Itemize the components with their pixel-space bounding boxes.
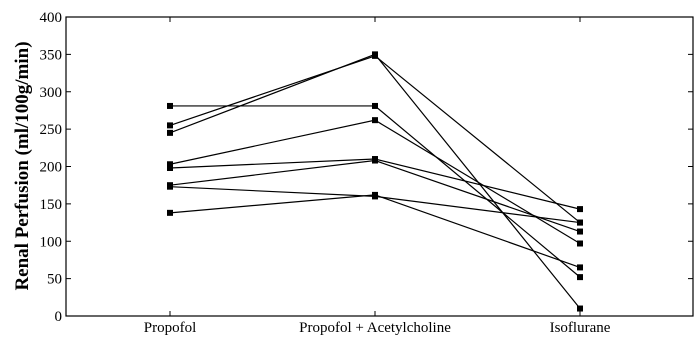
y-tick-label: 200 bbox=[40, 160, 63, 176]
series-line-1 bbox=[170, 105, 581, 278]
y-axis-label: Renal Perfusion (ml/100g/min) bbox=[12, 41, 33, 290]
series-line-4 bbox=[169, 119, 581, 245]
series-line-3 bbox=[169, 53, 581, 309]
data-point-3-2 bbox=[372, 51, 378, 58]
series-markers bbox=[167, 51, 583, 312]
data-point-7-3 bbox=[577, 219, 583, 226]
y-tick-label: 400 bbox=[40, 10, 63, 26]
y-tick-label: 0 bbox=[55, 309, 63, 325]
series-line-8 bbox=[169, 194, 581, 268]
series-lines bbox=[169, 53, 581, 309]
data-point-7-1 bbox=[167, 183, 173, 190]
data-point-6-2 bbox=[372, 157, 378, 164]
y-tick-label: 300 bbox=[40, 85, 63, 101]
y-tick-label: 50 bbox=[47, 272, 62, 288]
data-point-6-3 bbox=[577, 228, 583, 235]
y-axis: 0 50 100 150 200 250 300 350 400 bbox=[40, 10, 693, 325]
data-point-4-2 bbox=[372, 117, 378, 124]
data-point-3-3 bbox=[577, 305, 583, 312]
data-point-4-3 bbox=[577, 240, 583, 247]
x-tick-label: Propofol bbox=[144, 320, 197, 335]
y-tick-label: 150 bbox=[40, 197, 63, 213]
data-point-8-1 bbox=[167, 209, 173, 216]
data-point-1-3 bbox=[577, 274, 583, 281]
x-axis: Propofol Propofol + Acetylcholine Isoflura… bbox=[144, 17, 611, 336]
data-point-8-3 bbox=[577, 264, 583, 271]
data-point-5-3 bbox=[577, 206, 583, 213]
data-point-4-1 bbox=[167, 161, 173, 168]
x-tick-label: Propofol + Acetylcholine bbox=[299, 320, 451, 335]
data-point-8-2 bbox=[372, 191, 378, 198]
data-point-1-2 bbox=[372, 102, 378, 109]
data-point-5-1 bbox=[167, 164, 173, 171]
x-tick-label: Isoflurane bbox=[550, 320, 611, 335]
data-point-1-1 bbox=[167, 102, 173, 109]
y-tick-label: 250 bbox=[40, 122, 63, 138]
plot-frame bbox=[65, 16, 694, 317]
data-point-3-1 bbox=[167, 129, 173, 136]
y-tick-label: 350 bbox=[40, 47, 63, 63]
series-line-5 bbox=[169, 158, 581, 210]
y-tick-label: 100 bbox=[40, 234, 63, 250]
data-point-2-1 bbox=[167, 122, 173, 129]
